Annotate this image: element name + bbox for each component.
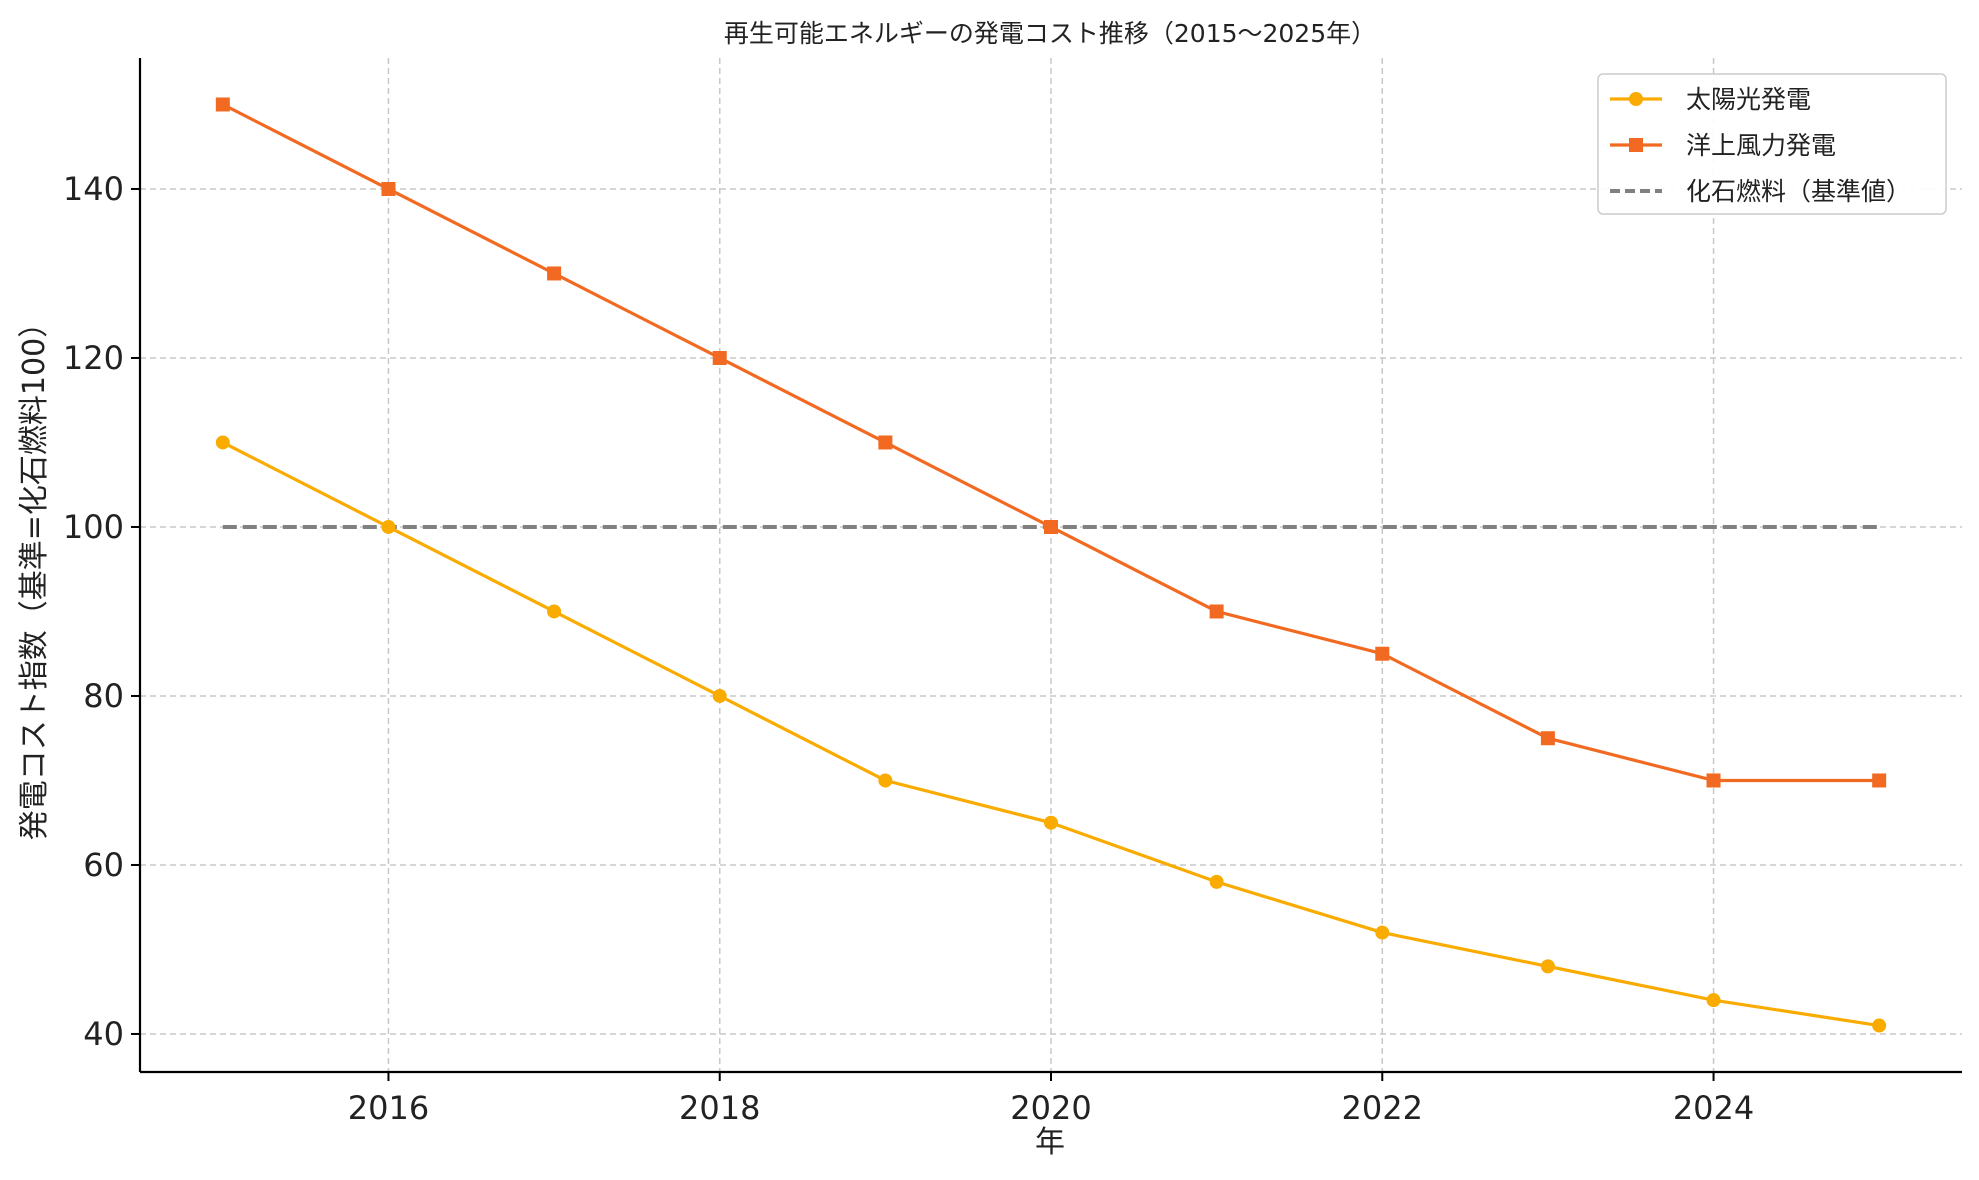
x-tick-label: 2020 bbox=[1010, 1089, 1091, 1127]
x-tick-label: 2016 bbox=[348, 1089, 429, 1127]
x-tick-label: 2018 bbox=[679, 1089, 760, 1127]
data-point-square bbox=[1044, 519, 1058, 534]
y-tick-label: 100 bbox=[63, 508, 124, 546]
data-point-circle bbox=[1044, 815, 1058, 830]
data-point-square bbox=[215, 97, 230, 112]
y-tick-label: 80 bbox=[83, 677, 124, 715]
data-point-circle bbox=[1872, 1018, 1887, 1033]
data-point-circle bbox=[547, 604, 562, 619]
data-point-circle bbox=[1209, 874, 1224, 889]
data-point-circle bbox=[1375, 925, 1390, 940]
x-tick-label: 2024 bbox=[1673, 1089, 1754, 1127]
data-series bbox=[215, 97, 1887, 1033]
legend-label: 洋上風力発電 bbox=[1686, 131, 1836, 160]
legend-box bbox=[1597, 73, 1947, 215]
data-point-square bbox=[547, 266, 562, 281]
data-point-square bbox=[878, 435, 893, 450]
y-tick-label: 140 bbox=[63, 170, 124, 208]
legend-label: 太陽光発電 bbox=[1686, 85, 1811, 114]
legend-label: 化石燃料（基準値） bbox=[1686, 177, 1911, 206]
data-point-square bbox=[1375, 646, 1390, 661]
data-point-circle bbox=[1540, 959, 1555, 974]
data-point-circle bbox=[712, 688, 727, 703]
legend-marker-circle bbox=[1629, 92, 1643, 106]
legend-marker-square bbox=[1629, 138, 1643, 152]
y-axis-title: 発電コスト指数（基準=化石燃料100） bbox=[17, 308, 52, 840]
data-point-circle bbox=[215, 435, 230, 450]
data-point-square bbox=[1540, 731, 1555, 746]
y-tick-label: 40 bbox=[83, 1015, 124, 1053]
data-point-square bbox=[1872, 773, 1887, 788]
data-point-square bbox=[1706, 773, 1721, 788]
x-tick-label: 2022 bbox=[1342, 1089, 1423, 1127]
data-point-circle bbox=[381, 519, 396, 534]
data-point-square bbox=[1209, 604, 1224, 619]
data-point-circle bbox=[878, 773, 893, 788]
data-point-square bbox=[381, 181, 396, 196]
data-point-square bbox=[712, 350, 727, 365]
x-axis-title: 年 bbox=[1035, 1125, 1065, 1160]
tick-labels: 2016 2018 2020 2022 2024 40 60 80 100 120 140 bbox=[63, 170, 1754, 1127]
chart-title: 再生可能エネルギーの発電コスト推移（2015〜2025年） bbox=[724, 19, 1376, 48]
data-point-circle bbox=[1706, 993, 1721, 1008]
y-tick-label: 60 bbox=[83, 846, 124, 884]
y-tick-label: 120 bbox=[63, 339, 124, 377]
